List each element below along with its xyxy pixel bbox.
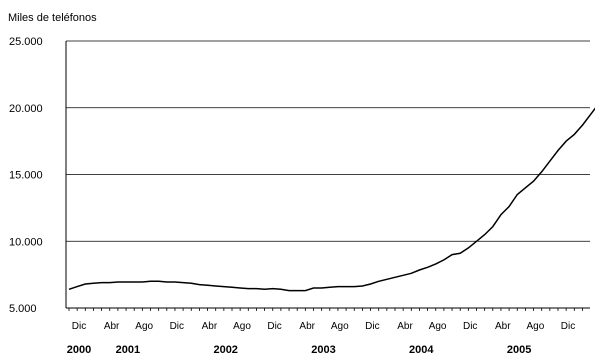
y-tick-label-2: 15.000 [9, 170, 43, 182]
x-tick-label-7: Abr [299, 321, 315, 332]
x-tick-label-6: Dic [267, 321, 281, 332]
y-tick-label-0: 5.000 [9, 303, 37, 315]
y-tick-label-3: 20.000 [9, 103, 43, 115]
x-tick-label-12: Dic [463, 321, 477, 332]
x-tick-label-15: Dic [561, 321, 575, 332]
y-axis-ticks: 5.000 10.000 15.000 20.000 25.000 [9, 36, 43, 315]
y-axis-title: Miles de teléfonos [8, 12, 97, 24]
y-tick-label-4: 25.000 [9, 36, 43, 48]
x-tick-label-3: Dic [170, 321, 184, 332]
x-axis-ticks: Dic Abr Ago Dic Abr Ago Dic Abr Ago Dic Abr Ago Dic A… [68, 308, 583, 332]
x-tick-label-9: Dic [365, 321, 379, 332]
x-tick-label-2: Ago [135, 321, 153, 332]
x-tick-label-4: Abr [202, 321, 218, 332]
y-tick-label-1: 10.000 [9, 236, 43, 248]
year-label-0: 2000 [67, 344, 91, 356]
year-label-1: 2001 [116, 344, 140, 356]
x-tick-label-10: Abr [397, 321, 413, 332]
year-label-5: 2005 [507, 344, 531, 356]
year-label-4: 2004 [409, 344, 434, 356]
x-tick-label-11: Ago [429, 321, 447, 332]
x-tick-label-14: Ago [527, 321, 545, 332]
x-tick-label-1: Abr [104, 321, 120, 332]
series-line [68, 107, 595, 292]
x-tick-label-5: Ago [233, 321, 251, 332]
x-tick-label-8: Ago [331, 321, 349, 332]
x-tick-label-13: Abr [495, 321, 511, 332]
gridlines [66, 40, 590, 242]
x-tick-label-0: Dic [72, 321, 86, 332]
year-label-2: 2002 [213, 344, 237, 356]
year-labels: 2000 2001 2002 2003 2004 2005 [67, 344, 532, 356]
year-label-3: 2003 [311, 344, 335, 356]
